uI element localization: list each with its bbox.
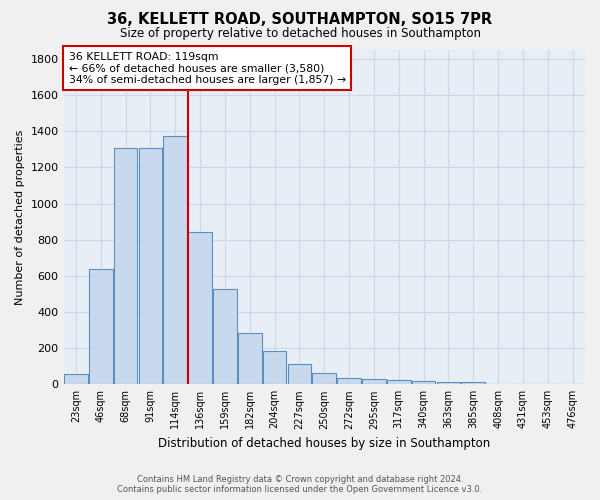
Bar — [213, 288, 237, 384]
Text: Contains HM Land Registry data © Crown copyright and database right 2024.
Contai: Contains HM Land Registry data © Crown c… — [118, 474, 482, 494]
Bar — [163, 136, 187, 384]
X-axis label: Distribution of detached houses by size in Southampton: Distribution of detached houses by size … — [158, 437, 490, 450]
Bar — [263, 351, 286, 384]
Bar — [387, 380, 410, 384]
Bar — [238, 333, 262, 384]
Bar — [412, 381, 436, 384]
Bar — [461, 382, 485, 384]
Text: 36, KELLETT ROAD, SOUTHAMPTON, SO15 7PR: 36, KELLETT ROAD, SOUTHAMPTON, SO15 7PR — [107, 12, 493, 28]
Bar — [362, 379, 386, 384]
Bar — [337, 378, 361, 384]
Text: Size of property relative to detached houses in Southampton: Size of property relative to detached ho… — [119, 28, 481, 40]
Text: 36 KELLETT ROAD: 119sqm
← 66% of detached houses are smaller (3,580)
34% of semi: 36 KELLETT ROAD: 119sqm ← 66% of detache… — [69, 52, 346, 85]
Bar — [287, 364, 311, 384]
Bar — [89, 268, 113, 384]
Y-axis label: Number of detached properties: Number of detached properties — [15, 130, 25, 305]
Bar — [114, 148, 137, 384]
Bar — [437, 382, 460, 384]
Bar — [188, 232, 212, 384]
Bar — [139, 148, 162, 384]
Bar — [313, 372, 336, 384]
Bar — [64, 374, 88, 384]
